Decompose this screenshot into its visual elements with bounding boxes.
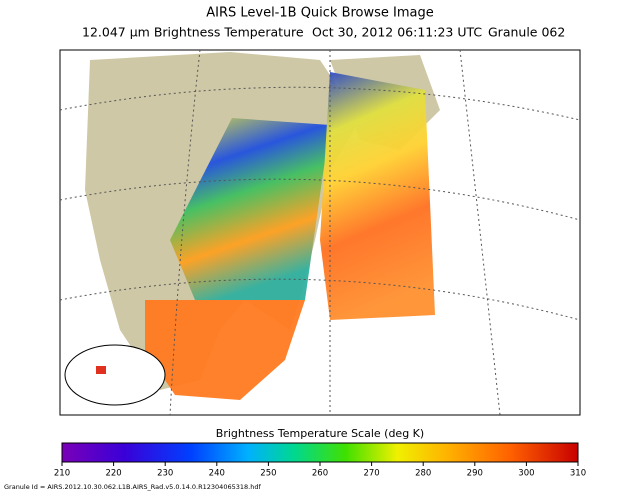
colorbar-label: Brightness Temperature Scale (deg K) <box>216 427 424 440</box>
map <box>59 49 581 416</box>
colorbar-tick-label: 300 <box>518 469 534 479</box>
granule-id: Granule Id = AIRS.2012.10.30.062.L1B.AIR… <box>4 483 261 491</box>
colorbar-tick-label: 290 <box>467 469 483 479</box>
colorbar-tick-label: 280 <box>415 469 431 479</box>
swath <box>320 72 435 320</box>
colorbar-tick-label: 250 <box>260 469 276 479</box>
colorbar-tick-label: 260 <box>312 469 328 479</box>
colorbar-tick-label: 240 <box>209 469 225 479</box>
colorbar-tick-label: 310 <box>570 469 586 479</box>
swath <box>145 300 305 400</box>
title: AIRS Level-1B Quick Browse Image <box>206 6 434 21</box>
inset-globe <box>64 344 166 406</box>
colorbar-tick-label: 270 <box>363 469 379 479</box>
channel: 12.047 µm Brightness Temperature <box>82 25 304 40</box>
swath <box>170 118 330 300</box>
inset-marker <box>96 366 106 374</box>
colorbar-tick-label: 210 <box>54 469 70 479</box>
graticule <box>59 49 581 416</box>
colorbar-tick-label: 230 <box>157 469 173 479</box>
colorbar <box>61 442 579 463</box>
time: Oct 30, 2012 06:11:23 UTC <box>312 25 482 40</box>
colorbar-tick-label: 220 <box>105 469 121 479</box>
granule: Granule 062 <box>488 25 565 40</box>
